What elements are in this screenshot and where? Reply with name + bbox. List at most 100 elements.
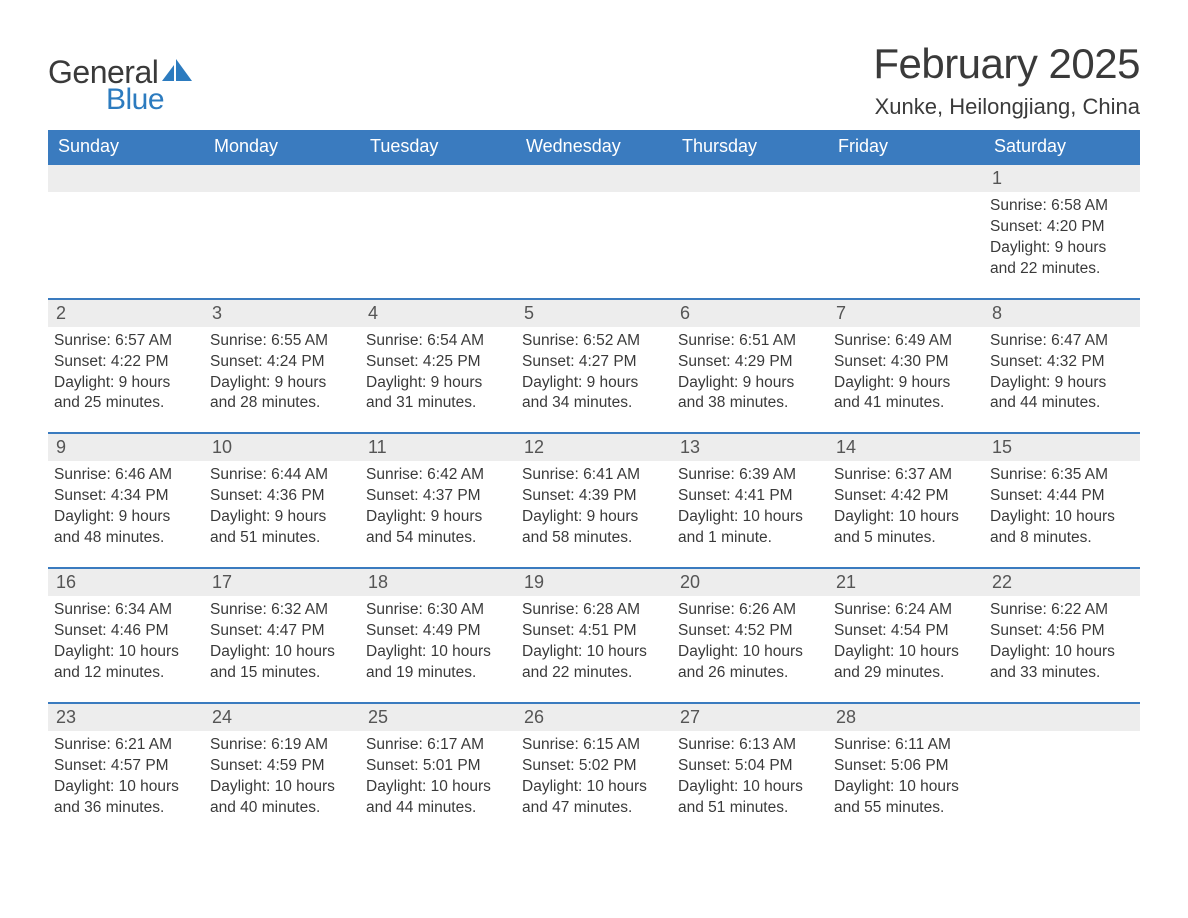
calendar-day-cell: 2Sunrise: 6:57 AMSunset: 4:22 PMDaylight… (48, 299, 204, 434)
sunset-text: Sunset: 4:36 PM (210, 486, 352, 507)
calendar-empty-cell (204, 164, 360, 299)
calendar-day-cell: 23Sunrise: 6:21 AMSunset: 4:57 PMDayligh… (48, 703, 204, 837)
daylight-text: Daylight: 10 hours and 26 minutes. (678, 642, 820, 684)
day-details: Sunrise: 6:13 AMSunset: 5:04 PMDaylight:… (672, 731, 828, 837)
sunrise-text: Sunrise: 6:28 AM (522, 600, 664, 621)
day-number-empty (360, 165, 516, 192)
title-block: February 2025 Xunke, Heilongjiang, China (873, 40, 1140, 120)
sunset-text: Sunset: 4:24 PM (210, 352, 352, 373)
calendar-day-cell: 26Sunrise: 6:15 AMSunset: 5:02 PMDayligh… (516, 703, 672, 837)
calendar-empty-cell (984, 703, 1140, 837)
calendar-week-row: 16Sunrise: 6:34 AMSunset: 4:46 PMDayligh… (48, 568, 1140, 703)
day-number: 24 (204, 704, 360, 731)
sunrise-text: Sunrise: 6:42 AM (366, 465, 508, 486)
calendar-day-cell: 27Sunrise: 6:13 AMSunset: 5:04 PMDayligh… (672, 703, 828, 837)
page-header: General Blue February 2025 Xunke, Heilon… (48, 40, 1140, 120)
day-details: Sunrise: 6:30 AMSunset: 4:49 PMDaylight:… (360, 596, 516, 702)
location-text: Xunke, Heilongjiang, China (873, 94, 1140, 120)
day-number-empty (828, 165, 984, 192)
daylight-text: Daylight: 10 hours and 1 minute. (678, 507, 820, 549)
sunrise-text: Sunrise: 6:34 AM (54, 600, 196, 621)
sunset-text: Sunset: 4:47 PM (210, 621, 352, 642)
calendar-day-cell: 13Sunrise: 6:39 AMSunset: 4:41 PMDayligh… (672, 433, 828, 568)
sunset-text: Sunset: 5:01 PM (366, 756, 508, 777)
sail-icon (162, 59, 192, 86)
daylight-text: Daylight: 9 hours and 31 minutes. (366, 373, 508, 415)
sunrise-text: Sunrise: 6:22 AM (990, 600, 1132, 621)
day-number: 23 (48, 704, 204, 731)
sunrise-text: Sunrise: 6:26 AM (678, 600, 820, 621)
calendar-empty-cell (48, 164, 204, 299)
day-number-empty (48, 165, 204, 192)
sunrise-text: Sunrise: 6:17 AM (366, 735, 508, 756)
day-number-empty (204, 165, 360, 192)
daylight-text: Daylight: 9 hours and 22 minutes. (990, 238, 1132, 280)
daylight-text: Daylight: 9 hours and 44 minutes. (990, 373, 1132, 415)
daylight-text: Daylight: 9 hours and 54 minutes. (366, 507, 508, 549)
day-details: Sunrise: 6:55 AMSunset: 4:24 PMDaylight:… (204, 327, 360, 433)
sunset-text: Sunset: 4:52 PM (678, 621, 820, 642)
daylight-text: Daylight: 10 hours and 47 minutes. (522, 777, 664, 819)
calendar-week-row: 9Sunrise: 6:46 AMSunset: 4:34 PMDaylight… (48, 433, 1140, 568)
calendar-day-cell: 7Sunrise: 6:49 AMSunset: 4:30 PMDaylight… (828, 299, 984, 434)
calendar-table: SundayMondayTuesdayWednesdayThursdayFrid… (48, 130, 1140, 836)
weekday-header: Wednesday (516, 130, 672, 164)
daylight-text: Daylight: 9 hours and 38 minutes. (678, 373, 820, 415)
day-number: 1 (984, 165, 1140, 192)
daylight-text: Daylight: 10 hours and 55 minutes. (834, 777, 976, 819)
weekday-header: Friday (828, 130, 984, 164)
daylight-text: Daylight: 9 hours and 28 minutes. (210, 373, 352, 415)
day-number-empty (672, 165, 828, 192)
day-number-empty (984, 704, 1140, 731)
daylight-text: Daylight: 10 hours and 8 minutes. (990, 507, 1132, 549)
calendar-day-cell: 22Sunrise: 6:22 AMSunset: 4:56 PMDayligh… (984, 568, 1140, 703)
day-details: Sunrise: 6:34 AMSunset: 4:46 PMDaylight:… (48, 596, 204, 702)
calendar-day-cell: 6Sunrise: 6:51 AMSunset: 4:29 PMDaylight… (672, 299, 828, 434)
calendar-week-row: 2Sunrise: 6:57 AMSunset: 4:22 PMDaylight… (48, 299, 1140, 434)
day-number: 21 (828, 569, 984, 596)
sunset-text: Sunset: 4:42 PM (834, 486, 976, 507)
sunset-text: Sunset: 4:54 PM (834, 621, 976, 642)
day-details: Sunrise: 6:49 AMSunset: 4:30 PMDaylight:… (828, 327, 984, 433)
sunset-text: Sunset: 4:41 PM (678, 486, 820, 507)
sunset-text: Sunset: 4:59 PM (210, 756, 352, 777)
sunset-text: Sunset: 4:49 PM (366, 621, 508, 642)
calendar-week-row: 23Sunrise: 6:21 AMSunset: 4:57 PMDayligh… (48, 703, 1140, 837)
day-number: 12 (516, 434, 672, 461)
daylight-text: Daylight: 9 hours and 58 minutes. (522, 507, 664, 549)
daylight-text: Daylight: 9 hours and 51 minutes. (210, 507, 352, 549)
brand-logo: General Blue (48, 40, 192, 117)
calendar-empty-cell (516, 164, 672, 299)
sunset-text: Sunset: 4:37 PM (366, 486, 508, 507)
day-details: Sunrise: 6:17 AMSunset: 5:01 PMDaylight:… (360, 731, 516, 837)
day-details: Sunrise: 6:44 AMSunset: 4:36 PMDaylight:… (204, 461, 360, 567)
day-number: 25 (360, 704, 516, 731)
day-details: Sunrise: 6:15 AMSunset: 5:02 PMDaylight:… (516, 731, 672, 837)
sunrise-text: Sunrise: 6:30 AM (366, 600, 508, 621)
calendar-day-cell: 18Sunrise: 6:30 AMSunset: 4:49 PMDayligh… (360, 568, 516, 703)
logo-text-blue: Blue (106, 83, 192, 117)
calendar-day-cell: 1Sunrise: 6:58 AMSunset: 4:20 PMDaylight… (984, 164, 1140, 299)
sunset-text: Sunset: 4:20 PM (990, 217, 1132, 238)
sunrise-text: Sunrise: 6:52 AM (522, 331, 664, 352)
day-number: 9 (48, 434, 204, 461)
day-details: Sunrise: 6:24 AMSunset: 4:54 PMDaylight:… (828, 596, 984, 702)
day-number: 7 (828, 300, 984, 327)
day-details: Sunrise: 6:58 AMSunset: 4:20 PMDaylight:… (984, 192, 1140, 298)
sunrise-text: Sunrise: 6:24 AM (834, 600, 976, 621)
calendar-day-cell: 21Sunrise: 6:24 AMSunset: 4:54 PMDayligh… (828, 568, 984, 703)
day-number: 26 (516, 704, 672, 731)
calendar-day-cell: 16Sunrise: 6:34 AMSunset: 4:46 PMDayligh… (48, 568, 204, 703)
day-details: Sunrise: 6:37 AMSunset: 4:42 PMDaylight:… (828, 461, 984, 567)
day-number: 13 (672, 434, 828, 461)
daylight-text: Daylight: 9 hours and 25 minutes. (54, 373, 196, 415)
calendar-day-cell: 17Sunrise: 6:32 AMSunset: 4:47 PMDayligh… (204, 568, 360, 703)
sunset-text: Sunset: 5:04 PM (678, 756, 820, 777)
sunset-text: Sunset: 4:56 PM (990, 621, 1132, 642)
day-number: 6 (672, 300, 828, 327)
calendar-empty-cell (360, 164, 516, 299)
day-details: Sunrise: 6:57 AMSunset: 4:22 PMDaylight:… (48, 327, 204, 433)
sunset-text: Sunset: 4:30 PM (834, 352, 976, 373)
sunset-text: Sunset: 4:32 PM (990, 352, 1132, 373)
day-number: 19 (516, 569, 672, 596)
